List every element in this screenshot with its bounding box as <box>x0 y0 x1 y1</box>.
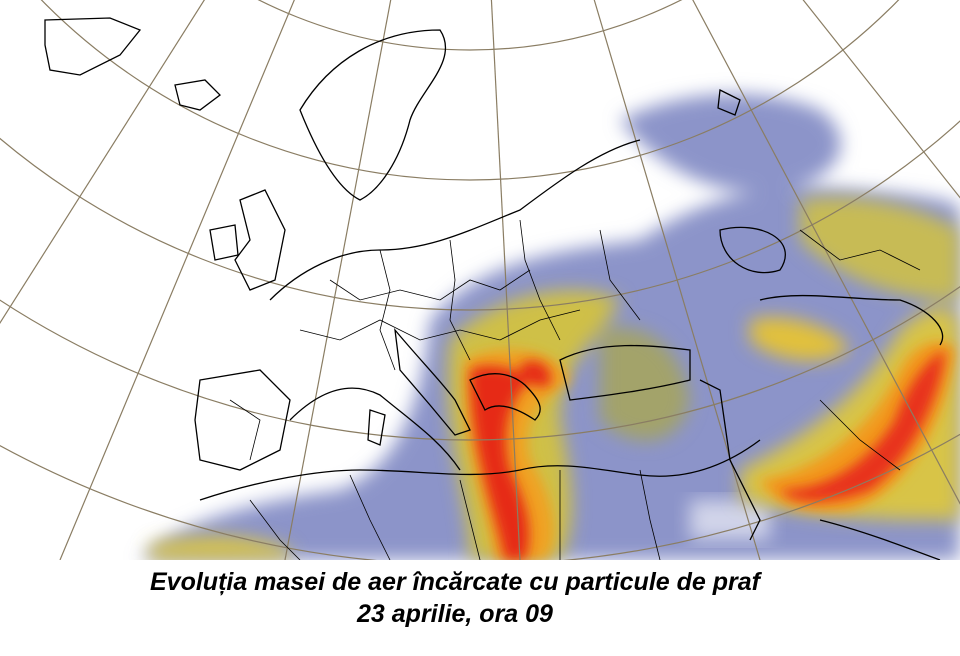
graticule <box>0 0 960 560</box>
caption-title: Evoluția masei de aer încărcate cu parti… <box>150 568 763 596</box>
map <box>0 0 960 560</box>
dust-max <box>470 350 945 560</box>
coastlines <box>44 17 944 560</box>
dust-gap <box>690 500 770 540</box>
borders <box>229 219 921 560</box>
caption-date: 23 aprilie, ora 09 <box>356 600 553 628</box>
